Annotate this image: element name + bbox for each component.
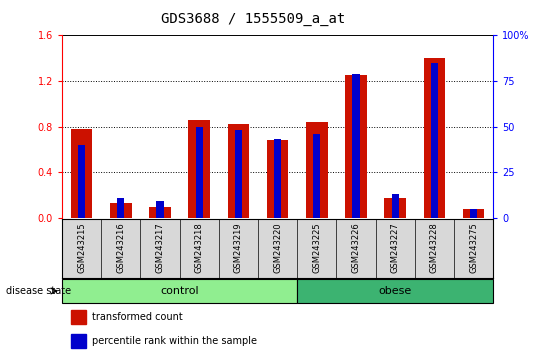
Bar <box>431 63 438 218</box>
Text: GSM243216: GSM243216 <box>116 222 125 273</box>
Text: GDS3688 / 1555509_a_at: GDS3688 / 1555509_a_at <box>161 12 345 27</box>
Bar <box>189 120 210 218</box>
Bar <box>313 134 320 218</box>
Text: GSM243275: GSM243275 <box>469 222 478 273</box>
Bar <box>306 122 328 218</box>
Bar <box>196 127 203 218</box>
Bar <box>71 334 86 348</box>
Text: control: control <box>160 286 199 296</box>
Bar <box>392 194 399 218</box>
Text: obese: obese <box>378 286 412 296</box>
Text: transformed count: transformed count <box>92 312 183 322</box>
Bar <box>267 140 288 218</box>
Bar <box>71 129 92 218</box>
Text: GSM243215: GSM243215 <box>77 222 86 273</box>
Bar <box>384 198 406 218</box>
Bar <box>78 145 85 218</box>
Bar <box>71 310 86 324</box>
Bar <box>227 124 249 218</box>
Text: GSM243218: GSM243218 <box>195 222 204 273</box>
Bar <box>424 58 445 218</box>
Bar <box>235 130 242 218</box>
Text: GSM243226: GSM243226 <box>351 222 361 273</box>
Bar <box>345 75 367 218</box>
Text: disease state: disease state <box>6 286 72 296</box>
Bar <box>274 139 281 218</box>
Text: GSM243227: GSM243227 <box>391 222 400 273</box>
Text: GSM243219: GSM243219 <box>234 222 243 273</box>
Bar <box>110 203 132 218</box>
Bar <box>470 209 477 218</box>
Bar <box>149 207 171 218</box>
Bar <box>62 279 297 303</box>
Text: GSM243217: GSM243217 <box>155 222 164 273</box>
Text: GSM243220: GSM243220 <box>273 222 282 273</box>
Bar <box>463 209 485 218</box>
Bar <box>156 201 163 218</box>
Bar <box>353 74 360 218</box>
Text: percentile rank within the sample: percentile rank within the sample <box>92 336 257 346</box>
Bar <box>297 279 493 303</box>
Bar <box>118 198 125 218</box>
Text: GSM243228: GSM243228 <box>430 222 439 273</box>
Text: GSM243225: GSM243225 <box>312 222 321 273</box>
